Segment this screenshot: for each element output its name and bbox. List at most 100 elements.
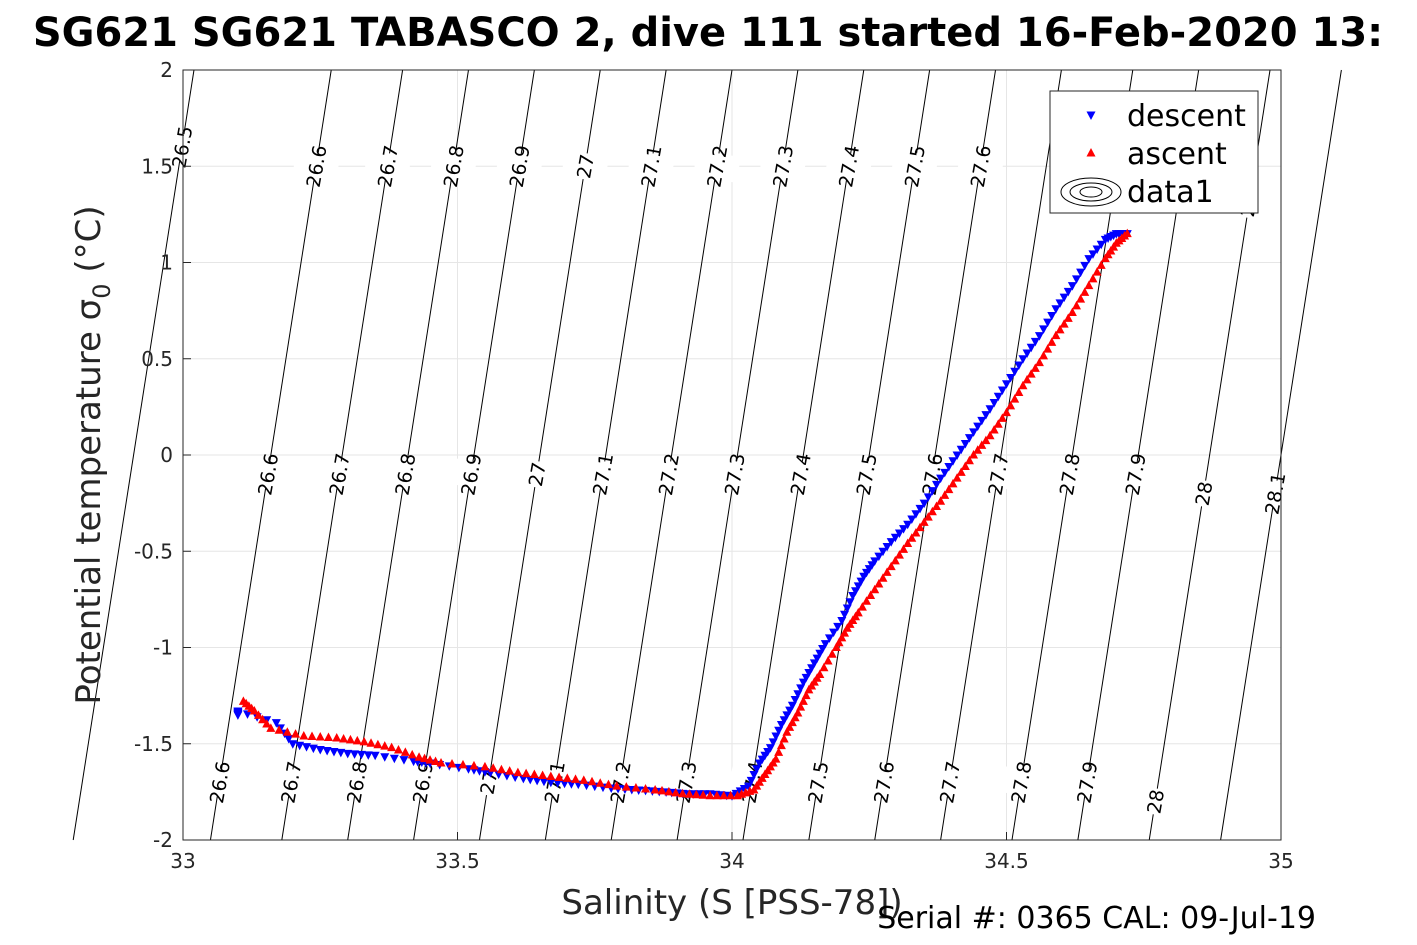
descent-marker <box>964 434 974 443</box>
ascent-marker <box>923 512 933 521</box>
isopycnal-label-bg <box>315 457 364 491</box>
ascent-marker <box>874 578 884 588</box>
ascent-marker <box>785 722 795 731</box>
isopycnal-line <box>413 69 535 841</box>
ascent-marker <box>345 734 355 744</box>
ascent-marker <box>1034 357 1044 367</box>
ascent-marker <box>853 607 863 617</box>
ascent-marker <box>1010 394 1020 403</box>
ascent-marker <box>866 590 876 600</box>
y-axis-label-main: Potential temperature σ <box>69 299 109 705</box>
ascent-marker <box>612 781 622 790</box>
ascent-marker <box>964 455 974 465</box>
ascent-marker <box>595 778 605 787</box>
descent-marker <box>288 740 298 749</box>
legend-label-ascent: ascent <box>1127 137 1227 172</box>
descent-marker <box>940 468 950 478</box>
isopycnal-label-bg <box>332 765 381 799</box>
descent-marker <box>1043 318 1053 328</box>
isopycnal-label: 28 <box>1143 788 1169 816</box>
isopycnal-label-bg <box>997 765 1045 799</box>
isopycnal-label-bg <box>381 457 429 491</box>
descent-marker <box>845 598 855 607</box>
ascent-marker <box>332 732 342 742</box>
descent-marker <box>356 750 366 760</box>
ascent-marker <box>684 789 694 798</box>
descent-marker <box>380 753 390 762</box>
descent-marker <box>919 499 929 509</box>
ascent-marker <box>960 461 970 471</box>
isopycnal-line <box>742 69 865 841</box>
ascent-marker <box>989 424 999 434</box>
descent-marker <box>389 754 399 764</box>
descent-marker <box>1030 337 1040 347</box>
y-tick-label: -1.5 <box>134 732 173 756</box>
descent-marker <box>308 744 318 754</box>
ascent-marker <box>414 752 424 761</box>
ascent-marker <box>840 628 850 637</box>
descent-marker <box>233 707 243 717</box>
y-tick-label: 0 <box>160 443 173 467</box>
descent-marker <box>960 439 970 449</box>
isopycnal-label-bg <box>363 149 412 183</box>
ascent-marker <box>956 467 966 476</box>
descent-marker <box>1026 343 1036 353</box>
descent-marker <box>969 428 979 437</box>
ascent-marker <box>1096 260 1106 269</box>
descent-marker <box>765 744 775 753</box>
y-tick-label: -2 <box>153 828 173 852</box>
y-axis-label-unit: (°C) <box>69 205 109 283</box>
isopycnal-label-bg <box>859 765 908 799</box>
ascent-marker <box>1088 273 1098 283</box>
ascent-marker <box>698 790 708 799</box>
isopycnal-label-bg <box>429 149 478 183</box>
descent-marker <box>1047 311 1057 321</box>
descent-marker <box>1096 240 1106 250</box>
isopycnal-label-bg <box>1131 784 1180 819</box>
ascent-marker <box>862 596 872 605</box>
x-tick-label: 35 <box>1268 849 1293 873</box>
descent-marker <box>315 746 325 755</box>
ascent-marker <box>407 749 417 759</box>
ascent-marker <box>1055 324 1065 334</box>
ascent-marker <box>776 740 786 750</box>
ascent-marker <box>425 755 435 764</box>
ascent-marker <box>1092 267 1102 276</box>
descent-marker <box>271 719 281 728</box>
ascent-marker <box>691 789 701 799</box>
descent-marker <box>243 710 253 719</box>
ascent-marker <box>562 773 572 782</box>
serial-cal-footer: Serial #: 0365 CAL: 09-Jul-19 <box>877 901 1316 936</box>
ascent-marker <box>834 637 844 647</box>
ascent-marker <box>554 772 564 781</box>
descent-marker <box>553 779 563 788</box>
descent-marker <box>1039 325 1049 334</box>
ascent-marker <box>641 783 651 793</box>
descent-marker <box>768 738 778 747</box>
ascent-marker <box>1122 228 1132 238</box>
isopycnal-label-bg <box>447 457 495 491</box>
descent-marker <box>886 538 896 547</box>
ascent-marker <box>291 729 301 738</box>
ascent-marker <box>1084 280 1094 290</box>
descent-marker <box>1006 374 1016 383</box>
data-series <box>233 228 1132 801</box>
isopycnal-label-bg <box>824 149 873 183</box>
ascent-marker <box>993 419 1003 428</box>
ascent-marker <box>944 484 954 494</box>
descent-marker <box>1002 380 1011 389</box>
descent-marker <box>927 487 937 496</box>
ascent-marker <box>496 764 506 774</box>
descent-marker <box>539 777 549 787</box>
ascent-marker <box>1051 330 1061 340</box>
ascent-marker <box>1043 344 1053 353</box>
y-axis-ticks: 2 1.5 1 0.5 0 -0.5 -1 -1.5 -2 <box>134 58 191 852</box>
descent-marker <box>820 640 830 649</box>
descent-marker <box>1055 299 1065 308</box>
ascent-marker <box>719 790 729 800</box>
ascent-marker <box>870 584 880 594</box>
ascent-marker <box>458 759 468 769</box>
ascent-marker <box>827 649 837 658</box>
ascent-marker <box>1014 387 1024 396</box>
